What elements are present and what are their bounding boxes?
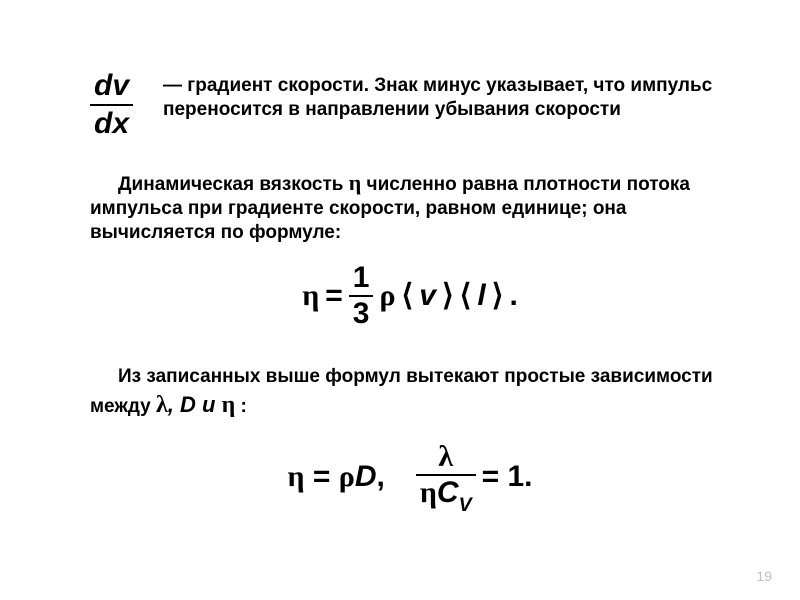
eq1-rho: ρ (379, 279, 395, 313)
eq1-frac-den: 3 (349, 297, 374, 330)
lambda-symbol: λ (156, 392, 168, 418)
eta-symbol-2: η (222, 392, 236, 418)
eq1-dot: . (509, 279, 517, 313)
eq2-fraction: λ ηCV (416, 441, 476, 513)
para3-mid: , D и (168, 392, 222, 417)
page-number: 19 (756, 568, 772, 584)
eq1-fraction: 1 3 (349, 262, 374, 329)
eq2-rhs: = 1. (482, 460, 533, 494)
para3-end: : (235, 396, 247, 417)
eq1-angle-l1: ⟨ (402, 278, 414, 313)
eq1-frac-num: 1 (349, 262, 374, 295)
eq1-angle-r2: ⟩ (492, 278, 504, 313)
eq2-frac-den: ηCV (416, 476, 476, 513)
eq2-lhs: η = ρD, (288, 460, 410, 494)
slide: dv dx — градиент скорости. Знак минус ук… (0, 0, 800, 600)
fraction-den: dx (90, 106, 133, 140)
equation-1: η = 1 3 ρ ⟨v⟩⟨l⟩. (90, 262, 730, 329)
equation-2: η = ρD, λ ηCV = 1. (90, 441, 730, 513)
para2-text-a: Динамическая вязкость (118, 174, 349, 195)
eq1-v: v (419, 279, 436, 313)
eq1-angle-l2: ⟨ (460, 278, 472, 313)
fraction-dv-dx: dv dx (90, 70, 133, 139)
relation-paragraph: Из записанных выше формул вытекают прост… (90, 365, 730, 421)
fraction-num: dv (90, 70, 133, 104)
eq1-eta: η (302, 279, 319, 313)
eq1-l: l (477, 279, 485, 313)
gradient-description: — градиент скорости. Знак минус указывае… (163, 74, 730, 122)
eq2-frac-num: λ (434, 441, 457, 474)
viscosity-paragraph: Динамическая вязкость η численно равна п… (90, 169, 730, 244)
eq1-equals: = (325, 279, 343, 313)
eq1-angle-r1: ⟩ (442, 278, 454, 313)
row-gradient: dv dx — градиент скорости. Знак минус ук… (90, 70, 730, 139)
eta-symbol: η (349, 170, 362, 195)
